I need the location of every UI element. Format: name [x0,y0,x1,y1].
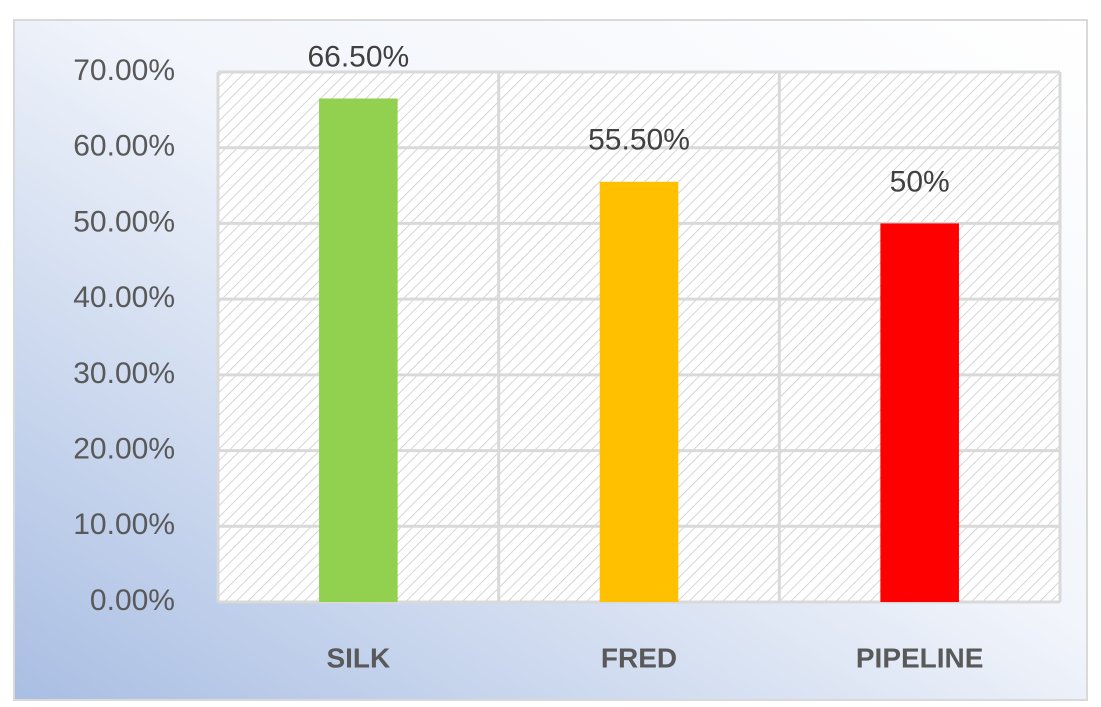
y-tick-label: 40.00% [73,281,175,314]
y-tick-label: 30.00% [73,357,175,390]
x-tick-label: PIPELINE [856,642,984,673]
bar [599,181,679,603]
y-tick-label: 50.00% [73,205,175,238]
y-tick-label: 70.00% [73,54,175,87]
x-tick-label: SILK [326,642,390,673]
value-label: 66.50% [307,40,409,73]
y-tick-label: 60.00% [73,130,175,163]
x-tick-label: FRED [601,642,677,673]
y-tick-label: 0.00% [90,584,175,617]
bar [319,98,398,602]
y-tick-label: 10.00% [73,508,175,541]
value-label: 55.50% [588,124,690,157]
bar [880,223,959,602]
value-label: 50% [890,165,950,198]
y-tick-label: 20.00% [73,432,175,465]
